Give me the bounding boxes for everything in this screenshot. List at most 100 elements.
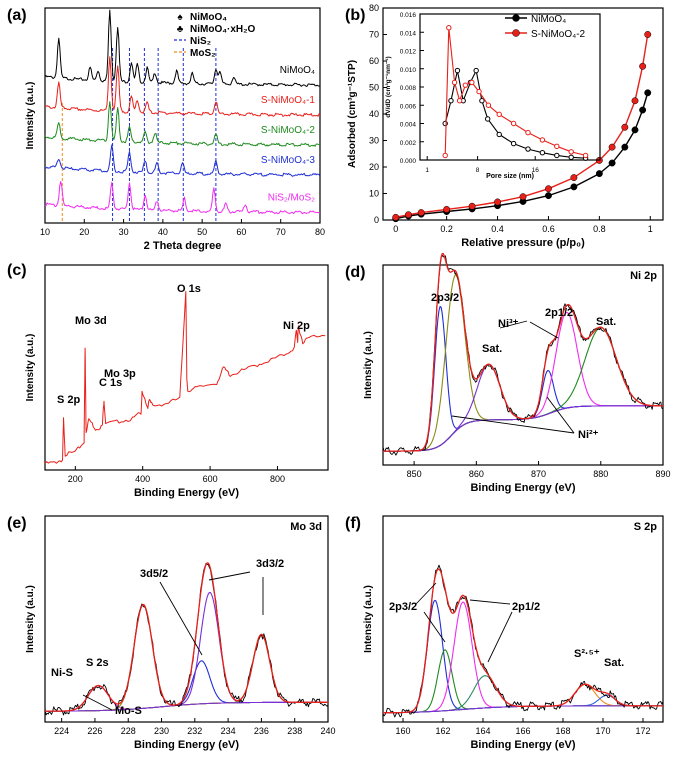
- xrd-series-line: [44, 56, 321, 117]
- peak-annotation: Sat.: [596, 316, 616, 328]
- x-axis-label: Binding Energy (eV): [134, 739, 239, 751]
- y-tick-label: 0.002: [400, 140, 417, 147]
- pore-size-point: [469, 79, 475, 86]
- pore-size-point: [454, 67, 461, 74]
- isotherm-point: [494, 198, 501, 206]
- fit-component-line: [383, 363, 663, 452]
- pore-size-point: [484, 116, 491, 122]
- x-tick-label: 230: [154, 726, 169, 736]
- pore-size-point: [448, 97, 454, 104]
- isotherm-point: [631, 97, 639, 105]
- x-tick-label: 0.4: [491, 224, 504, 234]
- y-tick-label: 0: [374, 215, 379, 225]
- peak-annotation: Sat.: [482, 343, 502, 355]
- peak-annotation: S 2p: [57, 394, 81, 406]
- y-tick-label: 70: [369, 30, 379, 40]
- xrd-series-line: [44, 101, 321, 147]
- x-tick-label: 16: [532, 167, 540, 174]
- x-tick-label: 0: [393, 224, 398, 234]
- y-tick-label: 0.004: [400, 122, 417, 129]
- y-tick-label: 50: [369, 83, 379, 93]
- fit-component-line: [383, 683, 663, 714]
- isotherm-point: [639, 106, 647, 114]
- plot-frame: [44, 7, 321, 224]
- pore-size-point: [554, 152, 560, 159]
- x-axis-label: Binding Energy (eV): [134, 487, 239, 499]
- plot-frame: [382, 7, 664, 221]
- panel-label: (e): [7, 515, 27, 532]
- plot-frame: [382, 264, 664, 466]
- annotation-arrow: [487, 611, 513, 663]
- isotherm-line: [395, 34, 649, 218]
- plot-frame: [44, 515, 329, 723]
- isotherm-point: [468, 202, 476, 210]
- x-tick-label: 70: [276, 227, 286, 237]
- x-tick-label: 40: [158, 227, 168, 237]
- isotherm-point: [621, 143, 629, 151]
- envelope-line: [45, 562, 328, 712]
- panel-a: 10 20 30 40 50 60 70 80 2 Theta degree Intensity …: [7, 7, 325, 252]
- isotherm-point: [405, 211, 412, 219]
- series-label: S-NiMoO₄-3: [261, 155, 316, 166]
- isotherm-point: [417, 209, 425, 217]
- annotation-arrow: [499, 320, 528, 329]
- annotation-arrow: [415, 582, 437, 605]
- envelope-line: [383, 252, 663, 452]
- pore-size-point: [446, 24, 452, 31]
- x-tick-label: 1: [425, 167, 429, 174]
- x-tick-label: 870: [531, 469, 546, 479]
- x-tick-label: 0.6: [542, 224, 555, 234]
- y-axis-label: Intensity (a.u.): [25, 82, 36, 150]
- pore-size-point: [539, 137, 546, 143]
- y-tick-label: 60: [369, 56, 379, 66]
- series-label: S-NiMoO₄-2: [261, 125, 316, 136]
- pore-size-point: [473, 67, 479, 74]
- x-tick-label: 200: [68, 474, 83, 484]
- annotation-arrow: [469, 599, 511, 605]
- peak-annotation: Mo 3p: [104, 368, 136, 380]
- x-tick-label: 400: [135, 474, 150, 484]
- y-tick-label: 0.012: [400, 49, 417, 56]
- isotherm-point: [545, 185, 552, 193]
- x-tick-label: 860: [469, 469, 484, 479]
- x-tick-label: 0.8: [593, 224, 606, 234]
- panel-title: Ni 2p: [630, 270, 657, 282]
- isotherm-point: [608, 143, 616, 151]
- panel-e: 224 226 228 230 232 234 236 238 240 Binding Energ…: [7, 515, 336, 751]
- x-tick-label: 232: [187, 726, 202, 736]
- y-tick-label: 0.014: [400, 30, 417, 37]
- pore-size-point: [496, 111, 502, 118]
- pore-size-point: [442, 152, 448, 159]
- peak-annotation: 3d3/2: [256, 558, 284, 570]
- isotherm-point: [621, 123, 629, 131]
- x-axis-label: Relative pressure (p/p₀): [461, 237, 585, 249]
- y-tick-label: 80: [369, 3, 379, 13]
- xrd-series-line: [44, 181, 321, 215]
- x-tick-label: 172: [635, 726, 650, 736]
- survey-line: [44, 291, 326, 464]
- x-axis-label: Binding Energy (eV): [470, 739, 575, 751]
- peak-annotation: Ni²⁺: [578, 429, 599, 441]
- pore-size-point: [510, 120, 517, 127]
- isotherm-point: [392, 213, 400, 221]
- peak-annotation: 2p3/2: [431, 292, 459, 304]
- peak-annotation: C 1s: [99, 377, 122, 389]
- annotation-arrow: [546, 396, 575, 434]
- x-tick-label: 166: [515, 726, 530, 736]
- x-tick-label: 60: [236, 227, 246, 237]
- panel-label: (a): [7, 7, 27, 24]
- peak-annotation: 2p3/2: [389, 601, 417, 613]
- panel-label: (b): [345, 7, 365, 24]
- pore-size-point: [525, 129, 531, 136]
- fit-component-line: [383, 274, 663, 452]
- x-tick-label: 224: [54, 726, 69, 736]
- pore-size-point: [485, 102, 492, 108]
- x-tick-label: 890: [655, 469, 670, 479]
- pore-size-point: [451, 79, 458, 86]
- y-tick-label: 20: [369, 162, 379, 172]
- series-label: NiMoO₄: [280, 65, 315, 76]
- annotation-arrow: [529, 321, 559, 339]
- pore-size-point: [510, 140, 517, 147]
- panel-f: 160 162 164 166 168 170 172 Binding Energy (eV)…: [345, 515, 664, 751]
- x-tick-label: 226: [87, 726, 102, 736]
